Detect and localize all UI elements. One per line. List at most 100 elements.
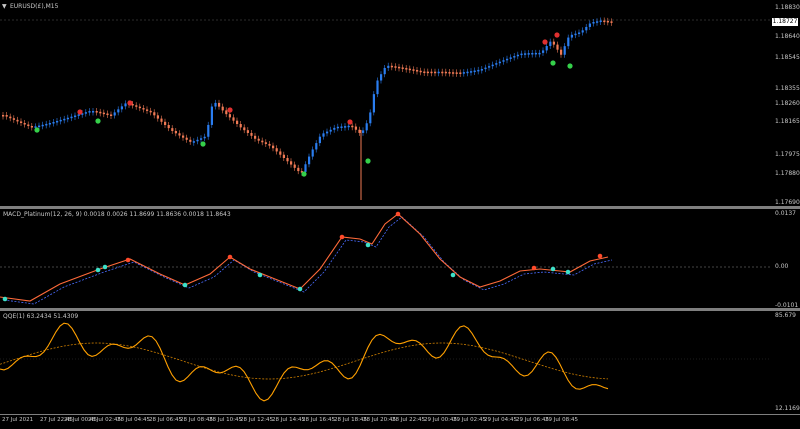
- candle-body: [545, 46, 548, 51]
- candle-body: [56, 120, 59, 123]
- candle-body: [149, 110, 152, 113]
- candle-body: [293, 164, 296, 168]
- candle-body: [498, 61, 501, 64]
- candle-body: [164, 121, 167, 125]
- qqe-tick: 85.679: [775, 312, 796, 319]
- price-tick: 1.18830: [775, 4, 800, 11]
- price-chart-pane[interactable]: EURUSD(£),M15 ▼: [0, 0, 770, 206]
- candle-body: [178, 133, 181, 136]
- candle-body: [581, 30, 584, 33]
- macd-line: [0, 213, 609, 302]
- candle-body: [207, 124, 210, 137]
- qqe-pane[interactable]: QQE(1) 63.2434 51.4309: [0, 311, 770, 414]
- macd-cross-up-dot: [565, 269, 571, 275]
- candle-body: [268, 143, 271, 146]
- macd-cross-up-dot: [297, 286, 303, 292]
- candle-body: [84, 112, 87, 114]
- qqe-trail-line: [0, 342, 609, 380]
- macd-cross-up-dot: [2, 296, 8, 302]
- candle-body: [275, 148, 278, 152]
- candle-body: [567, 37, 570, 47]
- macd-cross-up-dot: [450, 272, 456, 278]
- candle-body: [203, 136, 206, 139]
- candle-body: [412, 69, 415, 71]
- time-tick: 27 Jul 2021: [2, 417, 34, 423]
- time-tick: 29 Jul 06:45: [516, 417, 549, 423]
- candle-body: [610, 21, 613, 23]
- candle-body: [286, 157, 289, 162]
- macd-cross-up-dot: [182, 282, 188, 288]
- qqe-axis: 85.679 12.1169: [770, 311, 800, 414]
- candle-body: [430, 71, 433, 74]
- candle-body: [383, 67, 386, 75]
- candle-body: [99, 111, 102, 114]
- price-tick: 1.18355: [775, 85, 800, 92]
- candle-body: [470, 71, 473, 73]
- candle-body: [491, 64, 494, 67]
- candle-body: [200, 138, 203, 140]
- buy-signal-dot: [301, 171, 307, 177]
- macd-tick: 0.0137: [775, 210, 796, 217]
- candle-body: [297, 167, 300, 172]
- candle-body: [603, 20, 606, 23]
- time-tick: 28 Jul 06:45: [149, 417, 182, 423]
- candle-body: [596, 21, 599, 23]
- candle-body: [52, 122, 55, 124]
- pane-divider[interactable]: [0, 206, 800, 209]
- candle-body: [308, 156, 311, 165]
- candle-body: [326, 131, 329, 134]
- candle-body: [347, 125, 350, 128]
- qqe-chart: [0, 322, 770, 402]
- candle-body: [452, 72, 455, 74]
- candle-body: [520, 53, 523, 56]
- macd-pane[interactable]: MACD_Platinum(12, 26, 9) 0.0018 0.0026 1…: [0, 209, 770, 308]
- candle-body: [106, 113, 109, 116]
- candle-body: [365, 123, 368, 131]
- candle-body: [2, 115, 5, 117]
- candle-body: [506, 58, 509, 61]
- macd-cross-down-dot: [395, 211, 401, 217]
- candle-body: [228, 114, 231, 118]
- macd-cross-down-dot: [531, 265, 537, 271]
- candle-body: [473, 70, 476, 73]
- candle-body: [232, 117, 235, 121]
- price-tick: 1.18165: [775, 118, 800, 125]
- candle-body: [534, 52, 537, 55]
- macd-cross-down-dot: [227, 254, 233, 260]
- candle-body: [74, 115, 77, 118]
- sell-signal-dot: [542, 39, 548, 45]
- candle-body: [423, 71, 426, 74]
- candle-body: [405, 68, 408, 70]
- chevron-down-icon[interactable]: ▼: [2, 3, 7, 10]
- candle-body: [488, 66, 491, 68]
- macd-axis: 0.0137 0.00 -0.0101: [770, 209, 800, 309]
- candle-body: [531, 52, 534, 55]
- candle-body: [20, 121, 23, 123]
- time-tick: 28 Jul 02:45: [88, 417, 121, 423]
- candle-body: [239, 124, 242, 128]
- candle-body: [88, 111, 91, 113]
- candle-body: [516, 54, 519, 57]
- candle-body: [214, 102, 217, 107]
- candle-body: [221, 106, 224, 111]
- sell-signal-dot: [347, 119, 353, 125]
- candle-body: [92, 111, 95, 113]
- macd-cross-up-dot: [102, 264, 108, 270]
- candle-body: [448, 72, 451, 74]
- chart-title: EURUSD(£),M15: [10, 3, 59, 10]
- candle-body: [570, 34, 573, 38]
- time-tick: 29 Jul 00:45: [424, 417, 457, 423]
- candle-body: [236, 120, 239, 125]
- candle-body: [304, 164, 307, 172]
- candle-body: [66, 117, 69, 120]
- pane-divider[interactable]: [0, 308, 800, 311]
- qqe-label: QQE(1) 63.2434 51.4309: [3, 313, 79, 320]
- candle-body: [394, 66, 397, 68]
- candle-body: [462, 72, 465, 74]
- time-tick: 28 Jul 00:45: [64, 417, 97, 423]
- candle-body: [484, 67, 487, 70]
- price-tick: 1.17975: [775, 151, 800, 158]
- candle-body: [243, 127, 246, 131]
- candle-body: [142, 108, 145, 110]
- candle-body: [77, 114, 80, 116]
